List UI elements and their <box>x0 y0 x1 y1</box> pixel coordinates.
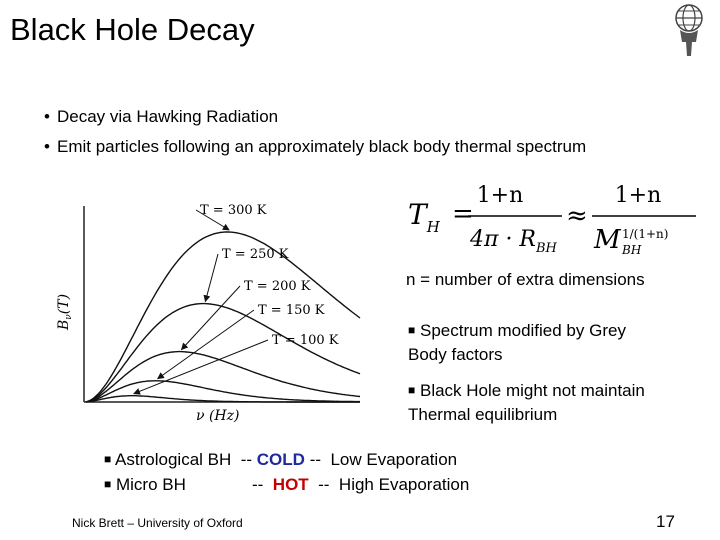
curve-200k <box>85 350 361 403</box>
y-axis-label: Bν(T) <box>56 294 74 331</box>
blackbody-spectrum-plot: Bν(T) ν (Hz) T = 300 K T = 250 K T = 200 K… <box>56 203 361 424</box>
formula-approx: ≈ <box>566 201 588 231</box>
curve-250k <box>85 302 361 403</box>
temperature-cold: COLD <box>256 450 305 469</box>
footer-author: Nick Brett – University of Oxford <box>72 516 243 530</box>
formula-equals: = <box>452 199 474 229</box>
bullet-dot: • <box>44 107 50 126</box>
separator: -- <box>309 450 322 469</box>
curve-label: T = 100 K <box>272 333 339 348</box>
note-text: Spectrum modified by Grey <box>419 321 626 340</box>
curve-arrow <box>203 253 219 303</box>
evaporation-desc: Low Evaporation <box>330 450 458 469</box>
curves-group: T = 300 K T = 250 K T = 200 K T = 150 K T = … <box>85 203 361 403</box>
formula-denominator-1: 4π · RBH <box>469 227 558 256</box>
note-text: Black Hole might not maintain <box>419 381 645 400</box>
separator: -- <box>240 450 253 469</box>
formula-exponent: 1/(1+n) <box>622 227 668 241</box>
square-bullet-icon: ■ <box>104 452 112 466</box>
curve-label: T = 200 K <box>244 279 311 294</box>
separator: -- <box>318 475 330 494</box>
curve-300k <box>85 231 361 403</box>
bh-type: Astrological BH <box>115 450 232 469</box>
square-bullet-icon: ■ <box>104 477 112 491</box>
x-axis-label: ν (Hz) <box>196 408 239 424</box>
note-text: Body factors <box>408 345 503 364</box>
curve-150k <box>85 380 360 403</box>
note-thermal-equilibrium: ■ Black Hole might not maintain Thermal … <box>408 378 645 427</box>
curve-label: T = 150 K <box>258 303 325 318</box>
separator: -- <box>252 475 264 494</box>
temperature-hot: HOT <box>272 475 309 494</box>
curve-arrow <box>195 209 230 231</box>
formula-numerator-1: 1+n <box>477 183 524 208</box>
comparison-row-astrological: ■ Astrological BH -- COLD -- Low Evapora… <box>104 450 457 470</box>
note-grey-body: ■ Spectrum modified by Grey Body factors <box>408 318 626 367</box>
curve-arrow <box>133 339 269 395</box>
hawking-temperature-formula: TH = 1+n 4π · RBH ≈ 1+n M 1/(1+n) BH <box>408 183 696 257</box>
formula-denominator-2: M <box>593 225 622 255</box>
square-bullet-icon: ■ <box>408 383 416 397</box>
formula-numerator-2: 1+n <box>615 183 662 208</box>
slide-title: Black Hole Decay <box>10 12 255 47</box>
bullet-text: Emit particles following an approximatel… <box>57 137 587 156</box>
comparison-row-micro: ■ Micro BH -- HOT -- High Evaporation <box>104 475 469 495</box>
curve-100k <box>85 395 360 403</box>
curve-arrow <box>180 285 241 351</box>
bullet-item: • Emit particles following an approximate… <box>44 137 586 157</box>
extra-dimensions-note: n = number of extra dimensions <box>406 270 645 289</box>
curve-arrow <box>157 309 255 380</box>
formula-subscript: BH <box>621 243 642 257</box>
evaporation-desc: High Evaporation <box>338 475 470 494</box>
curve-label: T = 300 K <box>200 203 267 218</box>
bullet-item: • Decay via Hawking Radiation <box>44 107 278 127</box>
bullet-dot: • <box>44 137 50 156</box>
page-number: 17 <box>656 512 675 531</box>
bullet-text: Decay via Hawking Radiation <box>57 107 279 126</box>
note-text: Thermal equilibrium <box>408 405 558 424</box>
formula-lhs: TH <box>408 198 441 236</box>
curve-label: T = 250 K <box>222 247 289 262</box>
square-bullet-icon: ■ <box>408 323 416 337</box>
atlas-globe-logo <box>675 4 703 56</box>
bh-type: Micro BH <box>115 475 186 494</box>
